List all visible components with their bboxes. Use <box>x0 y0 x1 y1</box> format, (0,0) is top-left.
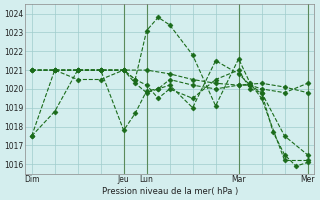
X-axis label: Pression niveau de la mer( hPa ): Pression niveau de la mer( hPa ) <box>101 187 238 196</box>
